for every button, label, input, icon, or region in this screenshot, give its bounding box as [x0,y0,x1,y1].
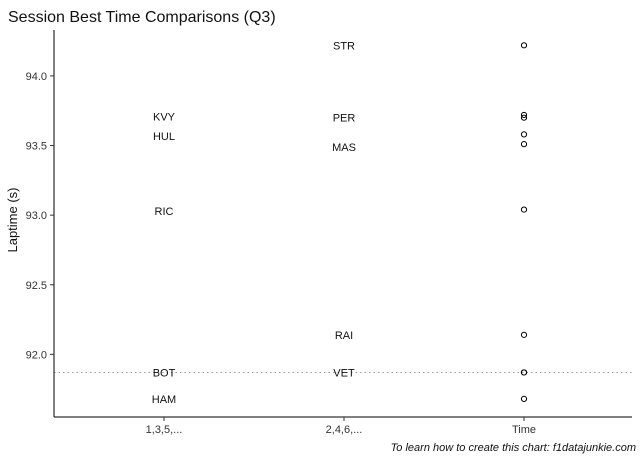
x-tick-label: 2,4,6,... [326,424,363,436]
driver-label-kvy: KVY [153,111,176,123]
time-point [520,395,528,403]
y-axis-title: Laptime (s) [5,187,20,252]
x-ticks: 1,3,5,... 2,4,6,... Time [146,417,536,436]
time-points [520,42,528,403]
driver-label-str: STR [333,40,355,52]
time-point [520,369,528,376]
y-tick-label: 93.5 [26,141,47,153]
time-point [520,131,528,138]
chart-title: Session Best Time Comparisons (Q3) [8,9,276,26]
driver-label-vet: VET [333,367,355,379]
driver-labels: KVY HUL RIC BOT HAM STR PER MAS RAI VET [152,40,356,406]
driver-label-per: PER [333,113,356,125]
time-point [520,114,528,121]
driver-label-mas: MAS [332,142,356,154]
time-point [520,42,528,49]
x-tick-label: Time [512,424,536,436]
time-point [520,331,528,338]
time-point [520,141,528,148]
y-ticks: 92.0 92.5 93.0 93.5 94.0 [26,71,54,361]
y-tick-label: 93.0 [26,210,47,222]
time-point [520,206,528,213]
chart-caption: To learn how to create this chart: f1dat… [391,442,636,454]
x-tick-label: 1,3,5,... [146,424,183,436]
driver-label-bot: BOT [153,367,176,379]
driver-label-hul: HUL [153,131,175,143]
time-point [520,111,528,119]
y-tick-label: 94.0 [26,71,47,83]
driver-label-ham: HAM [152,394,176,406]
driver-label-ric: RIC [155,206,174,218]
driver-label-rai: RAI [335,330,353,342]
y-tick-label: 92.0 [26,349,47,361]
y-tick-label: 92.5 [26,280,47,292]
